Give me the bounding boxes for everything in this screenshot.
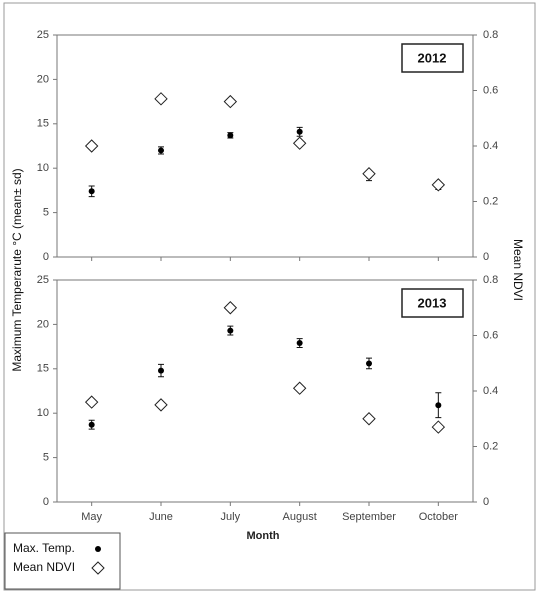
y-tick-label: 0	[43, 496, 49, 508]
y-tick-label: 10	[37, 162, 49, 174]
y2-tick-label: 0.2	[483, 195, 498, 207]
ndvi-point	[362, 167, 376, 181]
temp-point	[296, 128, 303, 135]
y-tick-label: 15	[37, 118, 49, 130]
ndvi-point	[154, 92, 168, 106]
temp-point	[227, 132, 234, 139]
y-tick-label: 5	[43, 452, 49, 464]
y-tick-label: 10	[37, 407, 49, 419]
y-tick-label: 15	[37, 363, 49, 375]
temp-point	[435, 402, 442, 409]
x-tick-label: September	[342, 511, 396, 523]
x-axis-title: Month	[247, 530, 280, 542]
x-tick-label: August	[283, 511, 317, 523]
y2-tick-label: 0	[483, 251, 489, 263]
temp-point	[88, 188, 95, 195]
x-tick-label: May	[81, 511, 102, 523]
year-label: 2013	[418, 295, 447, 310]
legend-box	[4, 532, 121, 590]
y-tick-label: 25	[37, 274, 49, 286]
y2-tick-label: 0	[483, 496, 489, 508]
y2-tick-label: 0.4	[483, 385, 498, 397]
ndvi-point	[154, 398, 168, 412]
legend-label: Max. Temp.	[13, 541, 75, 555]
temp-point	[95, 546, 101, 552]
y-tick-label: 5	[43, 207, 49, 219]
y2-tick-label: 0.6	[483, 329, 498, 341]
year-label: 2012	[418, 50, 447, 65]
x-tick-label: June	[149, 511, 173, 523]
ndvi-point	[431, 178, 446, 192]
temp-point	[88, 421, 95, 428]
ndvi-point	[84, 139, 99, 153]
ndvi-point	[223, 301, 238, 315]
y-tick-label: 20	[37, 318, 49, 330]
y2-tick-label: 0.6	[483, 84, 498, 96]
temp-point	[296, 340, 303, 347]
y2-axis-title: Mean NDVI	[511, 239, 525, 301]
y2-tick-label: 0.8	[483, 274, 498, 286]
y-axis-title: Maximum Temperarute °C (mean± sd)	[10, 168, 24, 371]
ndvi-point	[84, 395, 99, 409]
temp-point	[158, 367, 164, 374]
ndvi-point	[431, 420, 446, 434]
y2-tick-label: 0.4	[483, 140, 498, 152]
ndvi-point	[292, 136, 307, 150]
temp-point	[158, 147, 164, 154]
ndvi-point	[223, 94, 238, 109]
y-tick-label: 20	[37, 73, 49, 85]
temp-point	[227, 327, 234, 334]
y2-tick-label: 0.8	[483, 29, 498, 41]
ndvi-point	[362, 412, 376, 426]
y2-tick-label: 0.2	[483, 440, 498, 452]
legend-label: Mean NDVI	[13, 560, 75, 574]
y-tick-label: 0	[43, 251, 49, 263]
outer-frame	[3, 2, 536, 591]
year-box	[401, 288, 464, 318]
year-box	[401, 43, 464, 73]
temp-point	[366, 360, 372, 367]
ndvi-point	[292, 381, 307, 395]
x-tick-label: July	[221, 511, 241, 523]
y-tick-label: 25	[37, 29, 49, 41]
x-tick-label: October	[419, 511, 458, 523]
ndvi-point	[91, 561, 105, 575]
